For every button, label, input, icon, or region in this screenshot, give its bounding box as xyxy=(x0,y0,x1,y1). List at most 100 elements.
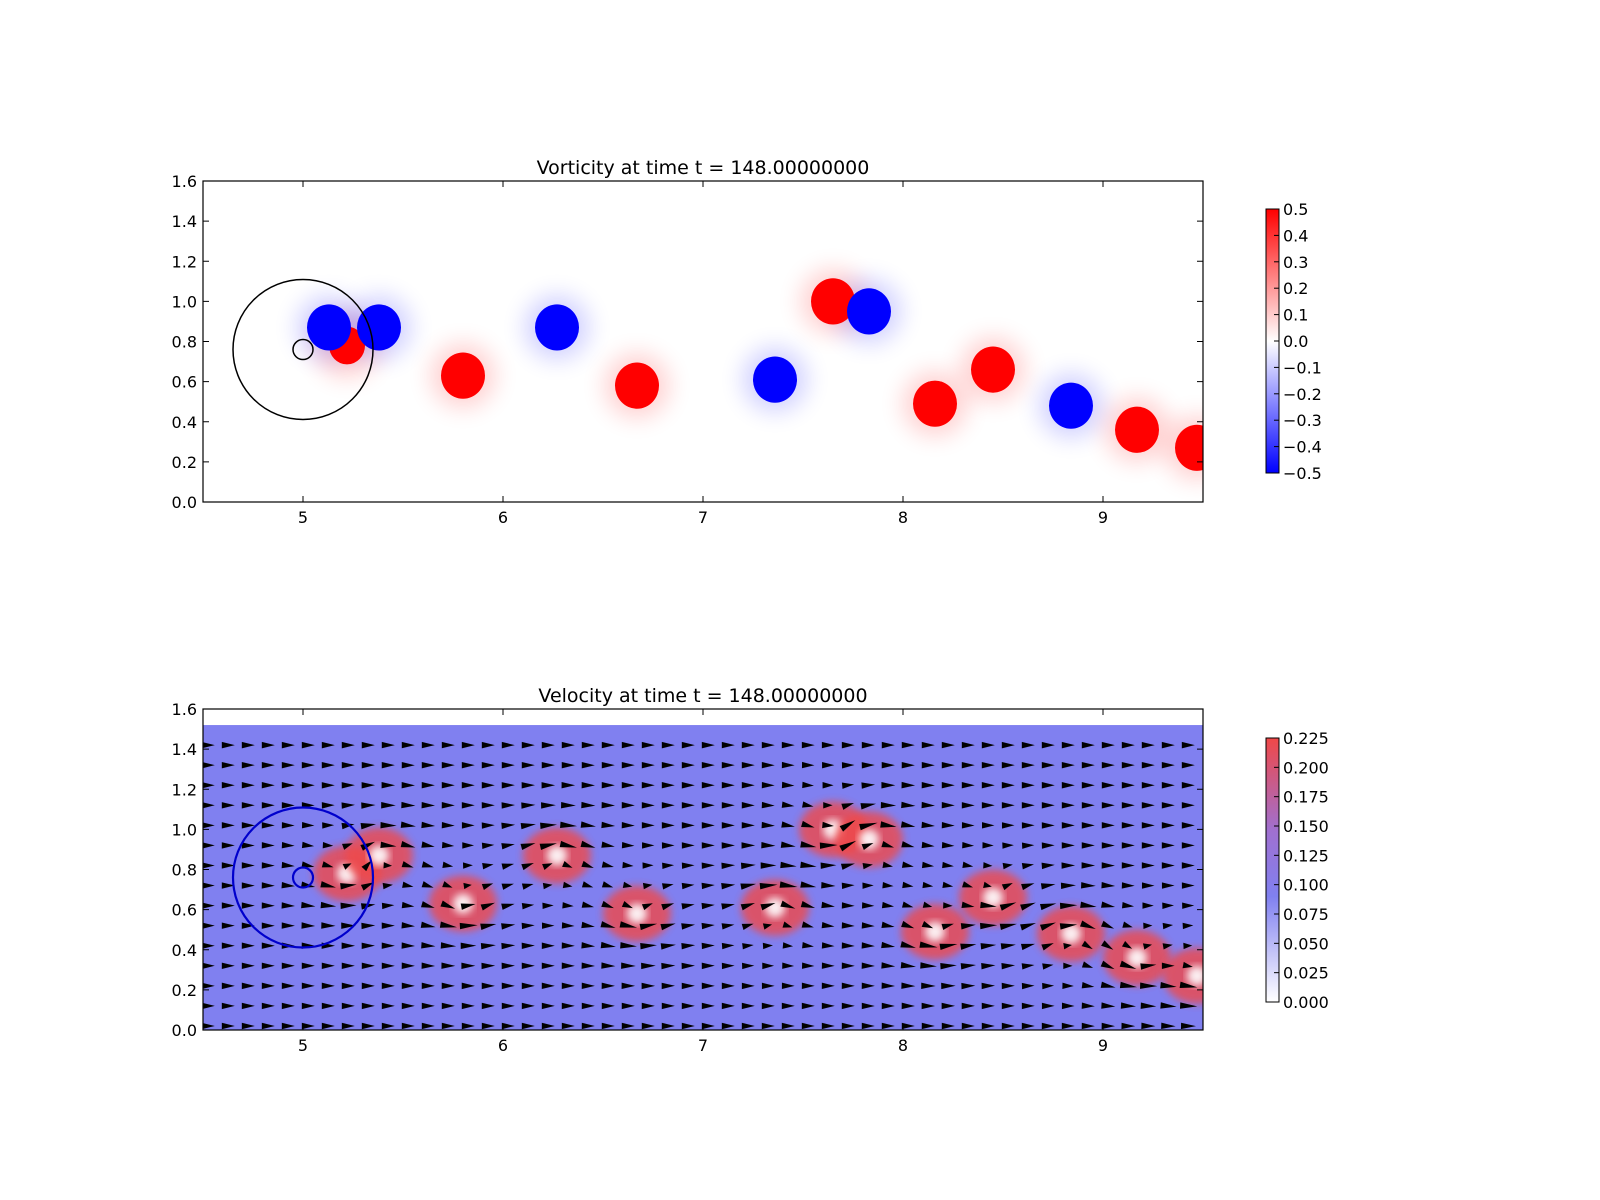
velocity-arrow xyxy=(341,922,356,929)
velocity-arrow xyxy=(841,962,855,969)
velocity-arrow xyxy=(203,802,215,809)
velocity-arrow xyxy=(841,1002,855,1010)
velocity-arrow xyxy=(581,962,596,969)
velocity-arrow xyxy=(203,1003,215,1009)
velocity-arrow xyxy=(501,802,516,809)
vorticity-outer-circle xyxy=(232,278,374,421)
velocity-arrow xyxy=(821,1002,835,1010)
velocity-arrow xyxy=(1041,822,1055,829)
velocity-arrow xyxy=(1001,782,1015,789)
velocity-arrow xyxy=(541,962,555,969)
velocity-arrow xyxy=(301,922,316,929)
velocity-arrow xyxy=(561,782,576,789)
velocity-arrow xyxy=(441,962,456,969)
velocity-arrow xyxy=(221,902,235,909)
velocity-xtick-label: 5 xyxy=(298,1036,308,1055)
velocity-arrow xyxy=(800,881,817,888)
velocity-arrow xyxy=(301,741,315,749)
velocity-arrow xyxy=(942,861,954,869)
velocity-arrow xyxy=(1081,940,1093,950)
velocity-arrow xyxy=(441,982,455,990)
velocity-arrow xyxy=(1100,960,1115,970)
velocity-arrow xyxy=(1020,923,1037,931)
velocity-arrow xyxy=(361,1022,375,1030)
velocity-arrow xyxy=(341,741,355,749)
velocity-arrow xyxy=(1080,901,1097,908)
velocity-arrow xyxy=(941,923,954,931)
velocity-arrow xyxy=(281,982,295,990)
velocity-arrow xyxy=(381,761,395,769)
velocity-ytick-label: 1.2 xyxy=(172,780,197,799)
velocity-arrow xyxy=(741,761,755,769)
velocity-xtick-label: 6 xyxy=(498,1036,508,1055)
velocity-arrow xyxy=(281,922,295,929)
velocity-arrow xyxy=(921,1022,935,1030)
velocity-arrow xyxy=(441,821,455,829)
velocity-arrow xyxy=(661,741,675,749)
velocity-arrow xyxy=(1121,802,1135,809)
vorticity-xtick-label: 9 xyxy=(1098,508,1108,527)
velocity-arrow xyxy=(241,822,255,829)
velocity-arrow xyxy=(681,1022,695,1030)
velocity-arrow xyxy=(741,842,756,849)
velocity-arrow xyxy=(741,982,755,990)
velocity-arrow xyxy=(721,923,735,930)
velocity-arrow xyxy=(261,942,275,949)
velocity-arrow xyxy=(1001,882,1013,891)
velocity-arrow xyxy=(361,802,376,809)
velocity-arrow xyxy=(721,782,735,789)
velocity-arrow xyxy=(801,741,815,749)
velocity-arrow xyxy=(661,883,674,890)
velocity-arrow xyxy=(421,801,436,809)
velocity-arrow xyxy=(520,843,536,851)
velocity-arrow xyxy=(1162,902,1175,909)
velocity-arrow xyxy=(561,922,575,929)
velocity-arrow xyxy=(981,822,995,829)
velocity-arrow xyxy=(320,901,337,909)
velocity-arrow xyxy=(981,761,995,769)
velocity-arrow xyxy=(1121,940,1133,949)
velocity-arrow xyxy=(801,761,815,769)
velocity-arrow xyxy=(421,962,436,969)
velocity-arrow xyxy=(921,821,935,829)
velocity-arrow xyxy=(341,782,355,789)
velocity-arrow xyxy=(1101,901,1116,908)
velocity-arrow xyxy=(961,1022,975,1030)
velocity-arrow xyxy=(982,842,994,849)
velocity-arrow xyxy=(581,921,595,929)
velocity-arrow xyxy=(562,902,574,909)
velocity-arrow xyxy=(461,822,475,829)
vorticity-blob xyxy=(753,356,797,403)
vorticity-xtick-label: 8 xyxy=(898,508,908,527)
velocity-arrow xyxy=(621,802,635,809)
velocity-arrow xyxy=(921,1002,936,1010)
velocity-arrow xyxy=(821,882,836,889)
velocity-arrow xyxy=(381,942,395,949)
velocity-arrow xyxy=(321,741,335,749)
velocity-arrow xyxy=(981,1002,995,1010)
velocity-arrow xyxy=(821,901,835,909)
velocity-arrow xyxy=(360,823,376,830)
velocity-arrow xyxy=(941,982,956,990)
velocity-low-core xyxy=(1061,923,1081,944)
velocity-arrow xyxy=(701,902,715,910)
velocity-arrow xyxy=(822,761,835,769)
velocity-arrow xyxy=(1061,802,1075,809)
velocity-arrow xyxy=(1001,802,1015,809)
velocity-arrow xyxy=(681,741,695,749)
velocity-arrow xyxy=(661,782,675,789)
velocity-arrow xyxy=(841,942,855,949)
velocity-arrow xyxy=(1042,982,1055,990)
velocity-arrow xyxy=(382,882,393,890)
velocity-arrow xyxy=(661,842,675,849)
velocity-arrow xyxy=(501,863,515,870)
velocity-arrow xyxy=(660,943,676,950)
velocity-arrow xyxy=(400,840,416,848)
velocity-arrow xyxy=(481,1002,495,1010)
velocity-arrow xyxy=(400,821,416,828)
velocity-arrow xyxy=(960,963,977,970)
velocity-arrow xyxy=(600,941,616,949)
vorticity-colorbar-ticks: 0.5 0.4 0.3 0.2 0.1 0.0 −0.1 −0.2 −0.3 −0.4 −0.5 xyxy=(1274,200,1322,483)
velocity-arrow xyxy=(701,922,715,930)
velocity-arrow xyxy=(601,761,615,769)
